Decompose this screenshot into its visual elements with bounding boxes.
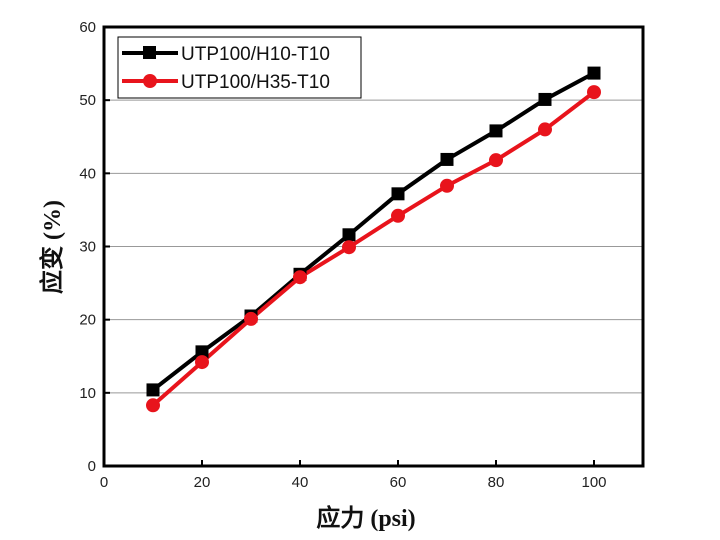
data-point-square <box>391 187 405 201</box>
data-point-circle <box>391 208 405 223</box>
x-tick-label: 100 <box>581 474 606 491</box>
data-point-square <box>489 124 503 138</box>
series-group <box>146 66 601 413</box>
y-axis-label: 应变 (%) <box>38 200 66 294</box>
axis-ticks: 0 10 20 30 40 50 60 0 20 40 60 80 100 <box>79 19 606 491</box>
y-tick-label: 40 <box>79 165 96 182</box>
legend-label-0: UTP100/H10-T10 <box>181 44 330 65</box>
data-point-circle <box>440 178 454 193</box>
x-tick-label: 0 <box>100 474 108 491</box>
legend-label-1: UTP100/H35-T10 <box>181 72 330 93</box>
legend-box <box>117 36 362 99</box>
data-point-circle <box>538 122 552 137</box>
x-tick-label: 80 <box>488 474 505 491</box>
y-tick-label: 10 <box>79 385 96 402</box>
legend-marker-circle <box>143 74 157 88</box>
data-point-square <box>342 228 356 242</box>
data-point-circle <box>587 85 601 100</box>
data-point-square <box>195 345 209 359</box>
data-point-square <box>440 152 454 166</box>
x-tick-label: 20 <box>194 474 211 491</box>
data-point-square <box>146 383 160 397</box>
data-point-circle <box>489 153 503 168</box>
legend: UTP100/H10-T10 UTP100/H35-T10 <box>117 36 362 99</box>
x-tick-label: 40 <box>292 474 309 491</box>
series-line-1 <box>151 90 596 407</box>
y-tick-label: 20 <box>79 312 96 329</box>
x-tick-label: 60 <box>390 474 407 491</box>
series-line-0 <box>151 71 595 392</box>
data-point-circle <box>195 355 209 370</box>
data-point-circle <box>293 270 307 285</box>
y-tick-label: 0 <box>88 458 96 475</box>
data-point-square <box>587 66 601 80</box>
y-tick-label: 60 <box>79 19 96 36</box>
grid-lines <box>104 99 643 394</box>
y-tick-label: 50 <box>79 92 96 109</box>
legend-marker-square <box>143 46 156 59</box>
data-point-circle <box>342 240 356 255</box>
x-axis-label: 应力 (psi) <box>316 504 415 532</box>
data-point-circle <box>244 311 258 326</box>
data-point-circle <box>146 398 160 413</box>
data-point-square <box>538 92 552 106</box>
y-tick-label: 30 <box>79 239 96 256</box>
